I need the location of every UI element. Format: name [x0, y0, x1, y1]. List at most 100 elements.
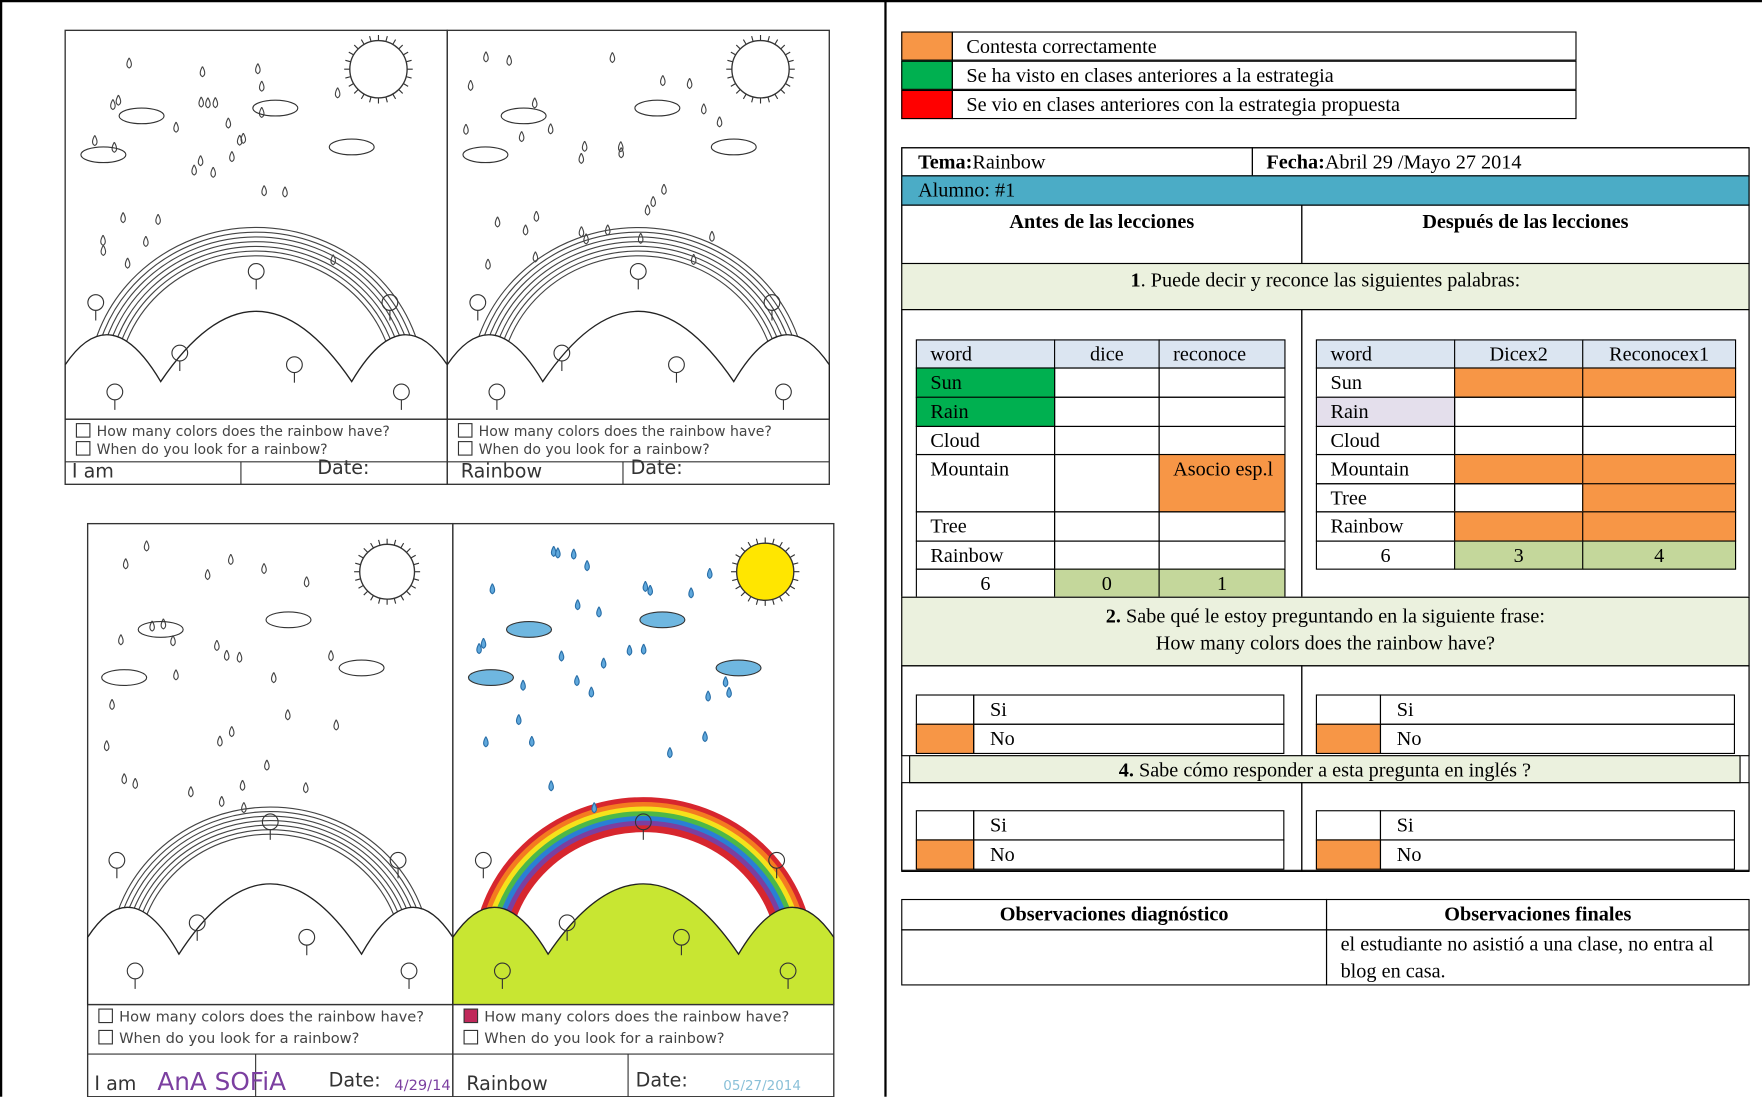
raindrop	[574, 599, 581, 611]
raindrop	[578, 152, 585, 164]
worksheet-question: When do you look for a rainbow?	[484, 1030, 724, 1047]
before-header: Antes de las lecciones	[901, 204, 1303, 265]
table-cell	[1582, 483, 1737, 513]
raindrop	[103, 740, 110, 752]
table-cell	[1582, 511, 1737, 542]
raindrop	[149, 620, 155, 632]
raindrop	[618, 147, 625, 159]
checkbox	[75, 423, 91, 438]
raindrop	[197, 155, 204, 167]
raindrop	[217, 735, 223, 747]
raindrop	[596, 606, 602, 618]
rainbow-arc	[479, 236, 797, 388]
text: Abril 29 /Mayo 27 2014	[1324, 150, 1522, 174]
answer-mark	[1315, 810, 1382, 841]
table-cell: 3	[1454, 540, 1584, 570]
table-cell: Cloud	[915, 425, 1056, 456]
sun-ray	[370, 542, 374, 549]
sun-ray	[402, 83, 409, 87]
table-cell	[1158, 511, 1286, 542]
table-cell: 0	[1054, 568, 1160, 598]
raindrop	[705, 690, 711, 702]
sun-ray	[410, 554, 416, 559]
checkbox	[98, 1029, 113, 1045]
raindrop	[214, 639, 220, 652]
sun-ray	[355, 562, 361, 566]
raindrop	[659, 75, 666, 87]
sun-ray	[780, 44, 786, 50]
sun-ray	[767, 35, 770, 42]
answer-mark	[1315, 694, 1382, 725]
table-cell: Tree	[915, 511, 1056, 542]
raindrop	[261, 185, 267, 197]
raindrop	[688, 587, 694, 599]
sun	[359, 543, 416, 600]
cloud	[101, 669, 148, 686]
sun-ray	[400, 542, 405, 549]
table-cell: 4	[1582, 540, 1737, 570]
raindrop	[617, 141, 624, 153]
cloud	[506, 621, 553, 638]
table-cell: Rainbow	[1315, 511, 1456, 542]
tree	[108, 851, 126, 869]
obs-final: el estudiante no asistió a una clase, no…	[1325, 929, 1750, 986]
answer-option: No	[973, 723, 1285, 755]
sun-ray	[370, 595, 374, 601]
sun-ray	[358, 584, 364, 589]
raindrop	[532, 251, 539, 263]
text: . Puede decir y reconce las siguientes p…	[1140, 268, 1521, 292]
table-cell	[1158, 425, 1286, 456]
tree	[106, 383, 124, 401]
sun-ray	[785, 591, 790, 597]
sun-ray	[410, 584, 416, 589]
answer-option: Si	[1379, 810, 1735, 841]
checkbox	[75, 441, 91, 456]
sun-ray	[405, 59, 412, 63]
raindrop	[726, 687, 732, 699]
raindrop	[188, 786, 194, 798]
text: Sabe cómo responder a esta pregunta en i…	[1133, 758, 1531, 781]
worksheet-title: Rainbow	[461, 460, 542, 483]
rainbow-arc	[117, 255, 396, 388]
raindrop	[709, 230, 715, 242]
raindrop	[485, 258, 491, 270]
table-cell: Mountain	[1315, 453, 1456, 485]
tree	[469, 294, 487, 311]
answer-mark	[915, 723, 975, 755]
raindrop	[173, 121, 179, 133]
raindrop	[143, 540, 150, 552]
hills	[64, 310, 448, 420]
raindrop	[494, 216, 501, 228]
sun-ray	[345, 76, 351, 79]
cloud	[634, 99, 681, 117]
sun-ray	[398, 89, 404, 94]
table-cell: Sun	[1315, 367, 1456, 398]
table-cell: 1	[1158, 568, 1286, 598]
table-cell	[1454, 511, 1584, 542]
raindrop	[706, 567, 713, 579]
checkbox	[98, 1008, 113, 1024]
rainbow-arc	[112, 250, 401, 388]
raindrop	[626, 644, 633, 656]
text: Fecha:	[1266, 150, 1325, 174]
answer-option: Si	[1379, 694, 1735, 725]
sun-ray	[735, 44, 741, 50]
raindrop	[100, 244, 107, 257]
legend-label: Contesta correctamente	[951, 31, 1577, 61]
tema: Tema:Rainbow	[901, 147, 1253, 177]
sun-ray	[378, 539, 381, 546]
sun	[735, 542, 795, 601]
answer-mark	[1315, 839, 1382, 870]
raindrop	[702, 731, 708, 743]
sun-ray	[742, 39, 747, 45]
sun-ray	[772, 599, 775, 605]
raindrop	[264, 759, 270, 771]
raindrop	[700, 103, 707, 115]
raindrop	[212, 97, 219, 109]
hills	[446, 310, 830, 420]
sun-ray	[792, 578, 799, 582]
raindrop	[483, 51, 489, 63]
raindrop	[661, 183, 667, 195]
table-cell: Sun	[915, 367, 1056, 398]
obs-cell	[901, 929, 1328, 986]
